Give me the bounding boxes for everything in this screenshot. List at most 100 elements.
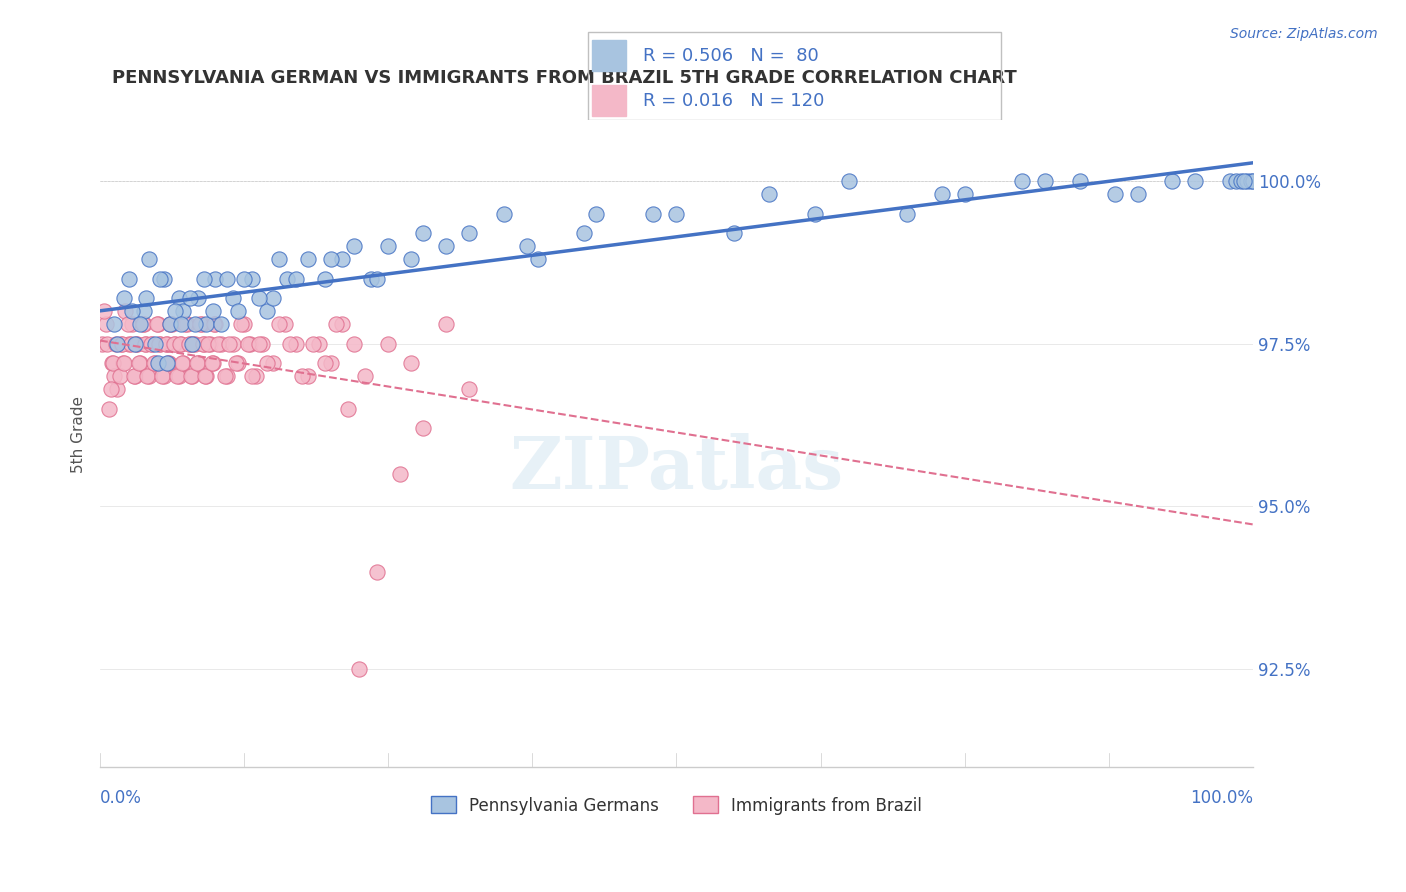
Point (204, 318, 226, 332)
Point (225, 356, 247, 370)
Point (157, 356, 180, 370)
Point (100, 383, 122, 397)
Point (117, 318, 139, 332)
FancyBboxPatch shape (592, 40, 626, 71)
Point (412, 227, 434, 241)
Point (278, 337, 301, 351)
Point (202, 304, 225, 318)
Point (120, 337, 142, 351)
Point (139, 337, 162, 351)
Point (152, 272, 174, 286)
Point (314, 356, 336, 370)
Point (194, 369, 217, 384)
Point (458, 227, 481, 241)
Point (723, 227, 745, 241)
Point (183, 318, 205, 332)
Point (180, 369, 202, 384)
Point (285, 337, 308, 351)
Point (643, 207, 665, 221)
Point (177, 337, 200, 351)
Text: R = 0.016   N = 120: R = 0.016 N = 120 (643, 92, 824, 110)
Point (108, 369, 131, 384)
Point (94, 318, 117, 332)
Point (138, 369, 160, 384)
Point (221, 292, 243, 306)
Point (172, 356, 194, 370)
Point (129, 356, 152, 370)
Point (297, 369, 319, 384)
Point (132, 304, 155, 318)
Point (1033, 174, 1056, 188)
Point (896, 207, 918, 221)
Point (160, 318, 183, 332)
Point (141, 337, 163, 351)
Point (150, 369, 173, 384)
Point (112, 292, 135, 306)
Point (145, 318, 167, 332)
Point (527, 252, 550, 267)
Point (325, 318, 347, 332)
Point (93, 304, 115, 318)
Point (209, 337, 232, 351)
Point (103, 369, 125, 384)
Point (132, 318, 155, 332)
Text: 0.0%: 0.0% (100, 789, 142, 807)
Point (174, 318, 197, 332)
Point (114, 304, 136, 318)
Point (1161, 174, 1184, 188)
Point (129, 318, 152, 332)
Point (1104, 187, 1126, 202)
Point (190, 318, 212, 332)
Point (349, 662, 371, 676)
Point (267, 252, 290, 267)
Point (145, 337, 167, 351)
Point (183, 337, 205, 351)
Point (135, 337, 157, 351)
Point (262, 292, 284, 306)
Point (1233, 174, 1256, 188)
Point (172, 304, 194, 318)
Point (167, 369, 190, 384)
Point (156, 337, 179, 351)
Point (163, 337, 186, 351)
Point (492, 207, 515, 221)
Point (176, 318, 198, 332)
Point (401, 356, 423, 370)
Point (197, 337, 219, 351)
Point (165, 304, 187, 318)
Point (401, 252, 423, 267)
Point (157, 356, 180, 370)
Point (574, 227, 596, 241)
Point (377, 239, 399, 253)
Point (1069, 174, 1091, 188)
Point (155, 337, 177, 351)
Point (343, 239, 366, 253)
Point (204, 272, 226, 286)
Point (354, 369, 377, 384)
Point (124, 337, 146, 351)
Point (96, 337, 118, 351)
Point (118, 337, 141, 351)
Point (377, 337, 399, 351)
Point (240, 272, 263, 286)
Point (152, 369, 174, 384)
Point (156, 356, 179, 370)
Point (103, 318, 125, 332)
Point (191, 337, 214, 351)
Point (146, 356, 169, 370)
Point (170, 318, 193, 332)
Point (330, 252, 353, 267)
Point (134, 337, 156, 351)
Text: Source: ZipAtlas.com: Source: ZipAtlas.com (1230, 27, 1378, 41)
Point (128, 356, 150, 370)
Point (236, 337, 259, 351)
FancyBboxPatch shape (592, 85, 626, 116)
Point (366, 272, 388, 286)
Point (170, 356, 193, 370)
Point (121, 304, 143, 318)
Point (262, 356, 284, 370)
Point (330, 318, 353, 332)
Point (1241, 174, 1264, 188)
Point (291, 369, 314, 384)
Point (143, 356, 166, 370)
